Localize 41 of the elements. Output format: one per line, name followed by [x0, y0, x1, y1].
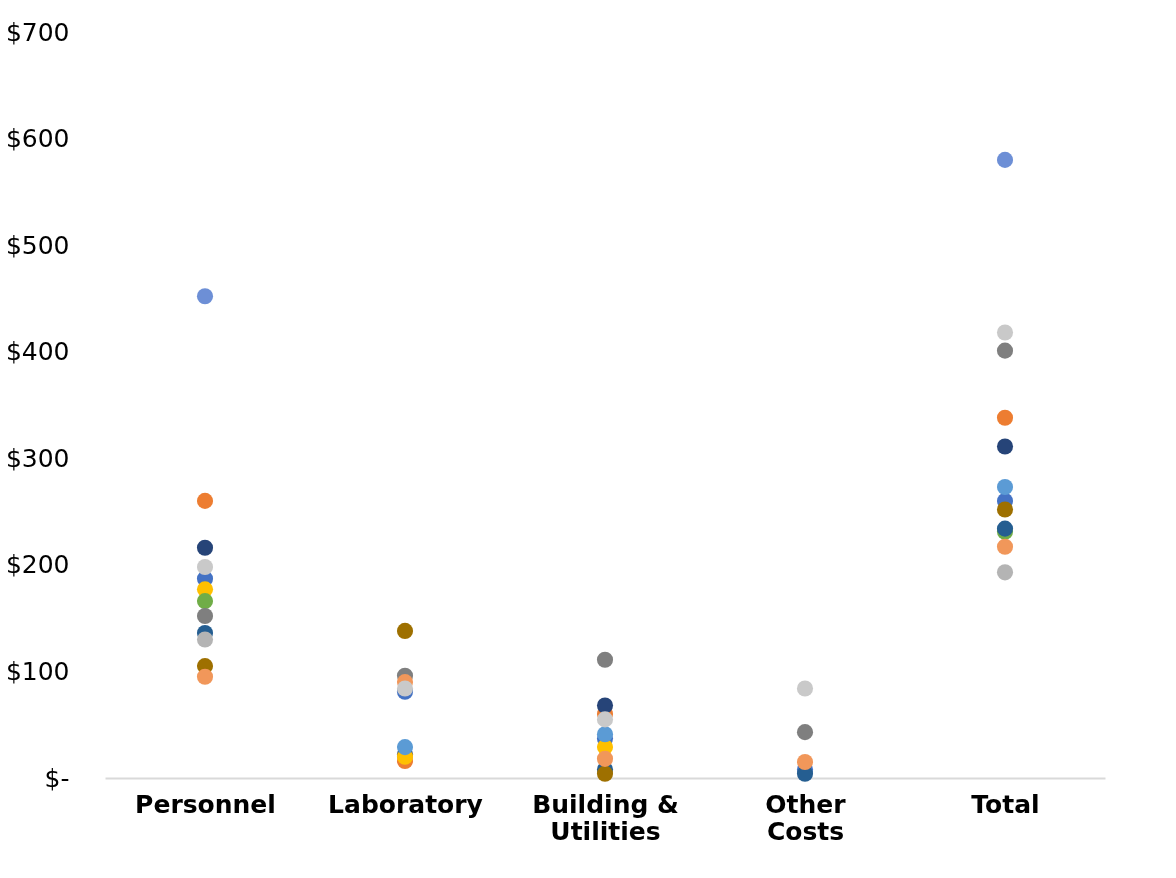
point — [996, 342, 1014, 359]
point — [396, 739, 414, 756]
point — [996, 501, 1014, 518]
point — [596, 765, 614, 782]
point — [196, 631, 214, 648]
point — [196, 558, 214, 576]
point — [996, 479, 1014, 496]
x-tick-label: Other Costs — [765, 789, 847, 846]
y-tick-label: $700 — [5, 17, 70, 47]
point — [196, 668, 214, 685]
point — [196, 593, 214, 610]
point — [996, 324, 1014, 341]
point — [196, 607, 214, 625]
y-tick-label: $400 — [5, 337, 70, 367]
point — [796, 680, 814, 697]
y-tick-label: $500 — [5, 230, 70, 260]
point — [196, 288, 214, 305]
x-tick-label: Personnel — [135, 789, 276, 819]
point — [596, 711, 614, 728]
y-tick-label: $200 — [5, 550, 70, 580]
point — [596, 651, 614, 668]
y-tick-label: $600 — [5, 124, 70, 154]
point — [196, 492, 214, 509]
y-tick-label: $300 — [5, 443, 70, 473]
point — [996, 564, 1014, 581]
point — [796, 753, 814, 771]
point — [596, 750, 614, 767]
x-tick-label: Building & Utilities — [532, 789, 679, 846]
point — [596, 726, 614, 743]
point — [796, 724, 814, 741]
point — [996, 538, 1014, 555]
point — [996, 409, 1014, 426]
point — [996, 438, 1014, 455]
point — [596, 697, 614, 714]
x-tick-label: Laboratory — [328, 789, 483, 819]
point — [396, 622, 414, 639]
point — [196, 539, 214, 556]
y-tick-label: $- — [44, 763, 70, 793]
x-tick-label: Total — [971, 789, 1040, 819]
point — [996, 151, 1014, 168]
y-tick-label: $100 — [5, 656, 70, 686]
